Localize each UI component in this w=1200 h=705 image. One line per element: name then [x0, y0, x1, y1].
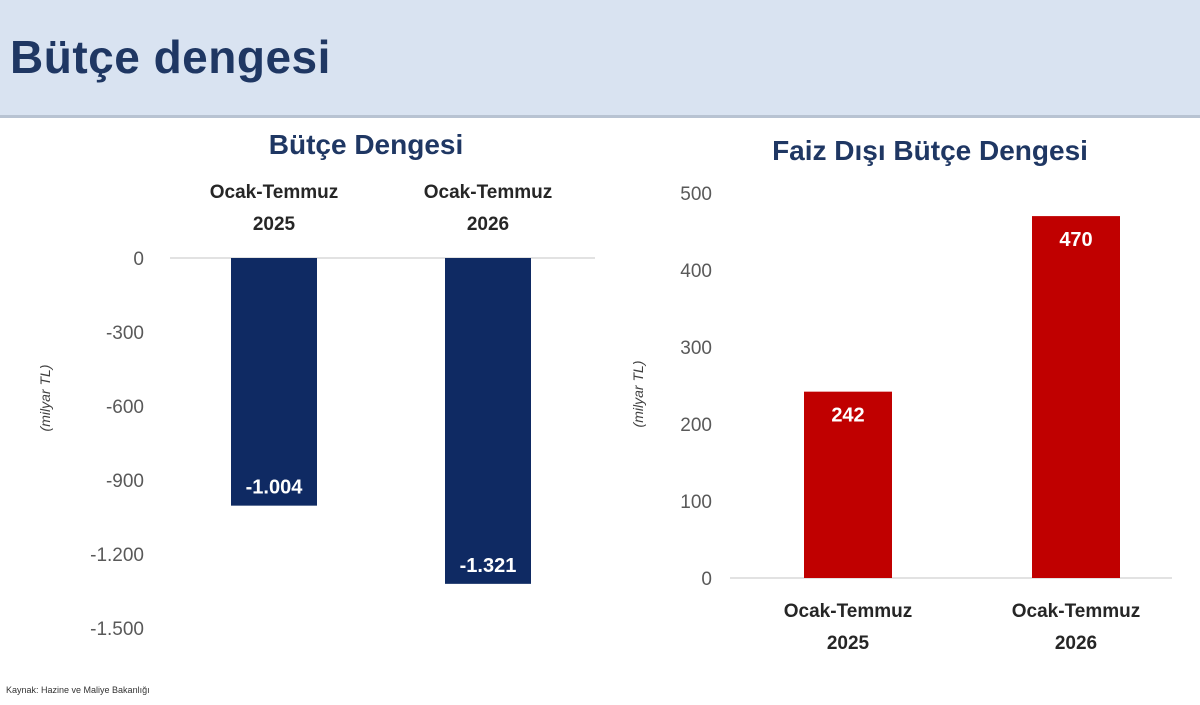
bar [1032, 216, 1120, 578]
data-label: -1.004 [246, 477, 304, 499]
y-tick-label: -1.200 [90, 545, 144, 566]
source-note: Kaynak: Hazine ve Maliye Bakanlığı [6, 685, 150, 695]
y-axis-label: (milyar TL) [630, 361, 646, 428]
y-tick-label: -300 [106, 323, 144, 344]
primary-balance-chart: Faiz Dışı Bütçe Dengesi (milyar TL) 0 100… [630, 135, 1172, 654]
category-label: Ocak-Temmuz [424, 182, 552, 203]
budget-balance-chart: Bütçe Dengesi (milyar TL) 0 -300 -600 -900 -… [37, 129, 595, 640]
y-tick-label: -900 [106, 471, 144, 492]
data-label: -1.321 [460, 555, 517, 577]
bar [804, 391, 892, 578]
category-label: 2025 [827, 633, 870, 654]
category-label: Ocak-Temmuz [1012, 601, 1140, 622]
category-label: 2026 [1055, 633, 1097, 654]
y-tick-label: 500 [680, 184, 712, 205]
page-title: Bütçe dengesi [10, 31, 331, 83]
y-tick-label: 0 [701, 569, 712, 590]
y-tick-label: -600 [106, 397, 144, 418]
chart-title: Faiz Dışı Bütçe Dengesi [772, 135, 1088, 166]
chart-title: Bütçe Dengesi [269, 129, 464, 160]
y-axis-label: (milyar TL) [37, 365, 53, 432]
category-label: 2025 [253, 214, 296, 235]
y-tick-label: 100 [680, 492, 712, 513]
y-tick-label: 200 [680, 415, 712, 436]
data-label: 470 [1059, 229, 1092, 251]
header-band: Bütçe dengesi [0, 0, 1200, 118]
bar [445, 258, 531, 584]
category-label: Ocak-Temmuz [784, 601, 912, 622]
data-label: 242 [831, 405, 864, 427]
y-tick-label: 300 [680, 338, 712, 359]
bar [231, 258, 317, 506]
y-tick-label: 0 [133, 249, 144, 270]
category-label: Ocak-Temmuz [210, 182, 338, 203]
category-label: 2026 [467, 214, 509, 235]
y-tick-label: 400 [680, 261, 712, 282]
y-tick-label: -1.500 [90, 619, 144, 640]
